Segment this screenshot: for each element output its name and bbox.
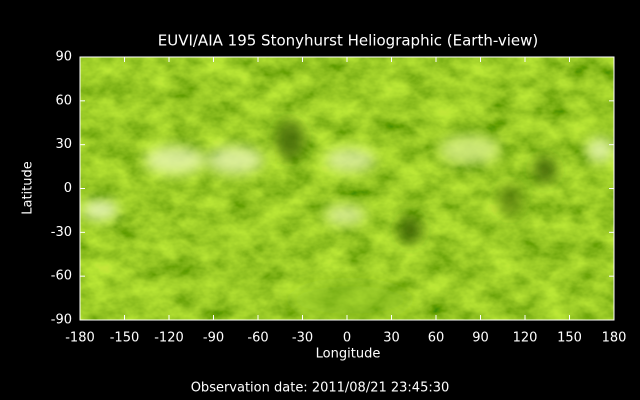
y-tick-label: 30 bbox=[55, 137, 72, 152]
y-tick-label: -90 bbox=[51, 313, 72, 328]
x-tick-label: -60 bbox=[247, 331, 268, 346]
x-tick-label: -90 bbox=[203, 331, 224, 346]
x-tick-label: -30 bbox=[292, 331, 313, 346]
x-tick-label: 0 bbox=[343, 331, 351, 346]
y-tick-label: -30 bbox=[51, 225, 72, 240]
y-tick-label: -60 bbox=[51, 269, 72, 284]
x-tick-label: -150 bbox=[110, 331, 140, 346]
x-tick-label: 150 bbox=[557, 331, 582, 346]
y-tick-label: 90 bbox=[55, 50, 72, 65]
x-tick-label: 60 bbox=[428, 331, 445, 346]
x-tick-label: 30 bbox=[383, 331, 400, 346]
solar-map-image bbox=[80, 57, 614, 320]
x-tick-label: -180 bbox=[65, 331, 95, 346]
x-axis-label: Longitude bbox=[316, 347, 381, 362]
x-tick-label: -120 bbox=[154, 331, 184, 346]
x-tick-label: 90 bbox=[472, 331, 489, 346]
y-tick-label: 60 bbox=[55, 93, 72, 108]
y-tick-label: 0 bbox=[64, 181, 72, 196]
observation-date: Observation date: 2011/08/21 23:45:30 bbox=[191, 381, 450, 396]
x-tick-label: 120 bbox=[513, 331, 538, 346]
chart-title: EUVI/AIA 195 Stonyhurst Heliographic (Ea… bbox=[158, 32, 539, 50]
x-tick-label: 180 bbox=[602, 331, 627, 346]
y-axis-label: Latitude bbox=[21, 161, 36, 215]
